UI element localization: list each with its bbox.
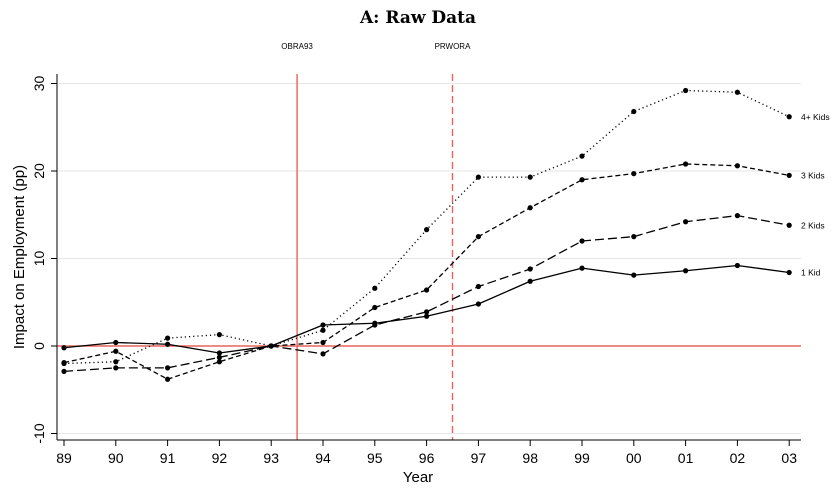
data-point-2-kids bbox=[216, 354, 222, 360]
data-point-3-kids bbox=[475, 234, 481, 240]
y-axis-title: Impact on Employment (pp) bbox=[11, 165, 28, 349]
data-point-1-kid bbox=[527, 278, 533, 284]
data-point-4-kids bbox=[527, 174, 533, 180]
data-point-2-kids bbox=[61, 368, 67, 374]
x-tick-label: 96 bbox=[419, 450, 435, 466]
y-tick-label: 30 bbox=[31, 76, 47, 92]
y-tick-label: 20 bbox=[31, 163, 47, 179]
data-point-2-kids bbox=[734, 213, 741, 219]
data-point-4-kids bbox=[320, 327, 326, 333]
policy-label-obra93: OBRA93 bbox=[281, 42, 313, 51]
data-point-2-kids bbox=[113, 365, 119, 371]
data-point-1-kid bbox=[683, 268, 689, 274]
x-tick-label: 98 bbox=[522, 450, 538, 466]
data-point-4-kids bbox=[165, 335, 171, 341]
data-point-2-kids bbox=[579, 238, 585, 244]
data-point-3-kids bbox=[683, 161, 689, 167]
series-label-2-kids: 2 Kids bbox=[801, 220, 825, 230]
data-point-1-kid bbox=[165, 341, 171, 347]
data-point-3-kids bbox=[631, 171, 637, 177]
data-point-1-kid bbox=[320, 322, 326, 328]
x-tick-label: 99 bbox=[574, 450, 590, 466]
data-point-4-kids bbox=[631, 108, 637, 115]
data-point-4-kids bbox=[372, 285, 378, 291]
x-tick-label: 93 bbox=[263, 450, 279, 466]
data-point-3-kids bbox=[372, 304, 378, 311]
x-tick-label: 97 bbox=[471, 450, 487, 466]
x-tick-label: 00 bbox=[626, 450, 642, 466]
data-point-4-kids bbox=[268, 343, 274, 349]
x-tick-label: 90 bbox=[108, 450, 124, 466]
data-point-1-kid bbox=[113, 339, 119, 346]
data-point-2-kids bbox=[475, 283, 481, 290]
data-point-3-kids bbox=[734, 163, 741, 169]
data-point-1-kid bbox=[424, 313, 430, 319]
series-line-4-kids bbox=[63, 89, 790, 365]
data-point-1-kid bbox=[61, 345, 67, 351]
data-point-2-kids bbox=[527, 266, 533, 272]
data-point-1-kid bbox=[786, 269, 792, 276]
data-point-3-kids bbox=[786, 172, 792, 178]
series-label-1-kid: 1 Kid bbox=[801, 268, 821, 278]
y-tick-label: 10 bbox=[31, 251, 47, 267]
x-tick-label: 91 bbox=[160, 450, 176, 466]
data-point-4-kids bbox=[683, 87, 689, 94]
y-tick-label: 0 bbox=[31, 342, 47, 350]
data-point-4-kids bbox=[61, 360, 67, 367]
chart-title: A: Raw Data bbox=[359, 8, 477, 28]
data-point-2-kids bbox=[631, 234, 637, 240]
x-tick-label: 94 bbox=[315, 450, 331, 466]
data-point-3-kids bbox=[527, 205, 533, 211]
policy-label-prwora: PRWORA bbox=[435, 42, 472, 51]
series-label-4-kids: 4+ Kids bbox=[801, 112, 830, 122]
data-point-3-kids bbox=[165, 376, 171, 382]
x-axis-title: Year bbox=[403, 469, 433, 486]
x-tick-label: 89 bbox=[56, 450, 72, 466]
series-line-3-kids bbox=[63, 163, 790, 380]
data-point-4-kids bbox=[475, 174, 481, 180]
data-point-1-kid bbox=[216, 350, 222, 356]
data-point-2-kids bbox=[424, 309, 430, 315]
data-point-2-kids bbox=[786, 222, 792, 228]
x-tick-label: 03 bbox=[781, 450, 797, 466]
data-point-3-kids bbox=[216, 359, 222, 365]
data-point-4-kids bbox=[216, 332, 222, 338]
data-point-4-kids bbox=[579, 153, 585, 159]
data-point-4-kids bbox=[786, 114, 792, 120]
data-point-3-kids bbox=[320, 339, 326, 346]
series-line-2-kids bbox=[63, 214, 790, 373]
x-tick-label: 02 bbox=[730, 450, 746, 466]
x-tick-label: 92 bbox=[212, 450, 228, 466]
x-tick-label: 95 bbox=[367, 450, 383, 466]
x-tick-label: 01 bbox=[678, 450, 694, 466]
data-point-2-kids bbox=[165, 365, 171, 371]
data-point-2-kids bbox=[320, 351, 326, 357]
data-point-1-kid bbox=[579, 265, 585, 271]
data-point-3-kids bbox=[113, 348, 119, 354]
data-point-1-kid bbox=[631, 272, 637, 278]
y-tick-label: -10 bbox=[31, 423, 47, 443]
data-point-4-kids bbox=[424, 227, 430, 233]
data-point-1-kid bbox=[475, 301, 481, 307]
data-point-4-kids bbox=[734, 89, 741, 95]
data-point-4-kids bbox=[113, 359, 119, 365]
data-point-1-kid bbox=[734, 262, 741, 269]
data-point-2-kids bbox=[372, 322, 378, 328]
data-point-2-kids bbox=[683, 219, 689, 225]
data-point-3-kids bbox=[579, 177, 585, 183]
series-label-3-kids: 3 Kids bbox=[801, 170, 825, 180]
data-point-3-kids bbox=[424, 287, 430, 293]
series-line-1-kid bbox=[63, 264, 790, 354]
